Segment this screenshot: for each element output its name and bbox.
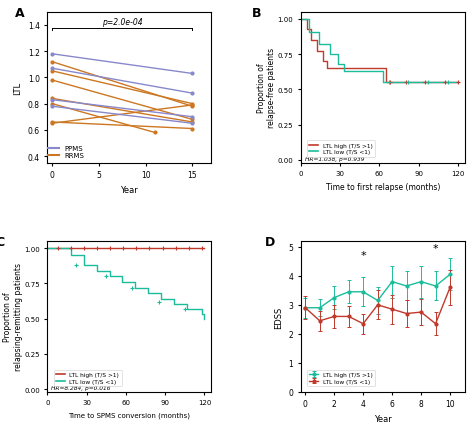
X-axis label: Year: Year (374, 414, 392, 423)
Text: A: A (15, 7, 24, 20)
Text: *: * (433, 243, 438, 253)
X-axis label: Time to SPMS conversion (months): Time to SPMS conversion (months) (68, 411, 190, 417)
Text: C: C (0, 236, 4, 248)
Text: B: B (252, 7, 261, 20)
Y-axis label: EDSS: EDSS (274, 305, 283, 328)
Text: HR=8.284, p=0.016: HR=8.284, p=0.016 (51, 386, 111, 391)
Text: *: * (360, 250, 366, 260)
Y-axis label: Proportion of
relapse-free patients: Proportion of relapse-free patients (257, 48, 276, 128)
X-axis label: Time to first relapse (months): Time to first relapse (months) (326, 182, 440, 191)
Legend: LTL high (T/S >1), LTL low (T/S <1): LTL high (T/S >1), LTL low (T/S <1) (307, 370, 375, 386)
Legend: PPMS, RRMS: PPMS, RRMS (47, 145, 85, 160)
Text: D: D (265, 236, 275, 248)
Y-axis label: LTL: LTL (13, 81, 22, 95)
Text: HR=1.038, p=0.939: HR=1.038, p=0.939 (305, 157, 365, 162)
X-axis label: Year: Year (120, 185, 138, 194)
Legend: LTL high (T/S >1), LTL low (T/S <1): LTL high (T/S >1), LTL low (T/S <1) (54, 370, 121, 386)
Legend: LTL high (T/S >1), LTL low (T/S <1): LTL high (T/S >1), LTL low (T/S <1) (307, 141, 375, 157)
Text: p=2.0e-04: p=2.0e-04 (102, 18, 143, 27)
Y-axis label: Proportion of
relapsing-remitting patients: Proportion of relapsing-remitting patien… (3, 263, 23, 371)
